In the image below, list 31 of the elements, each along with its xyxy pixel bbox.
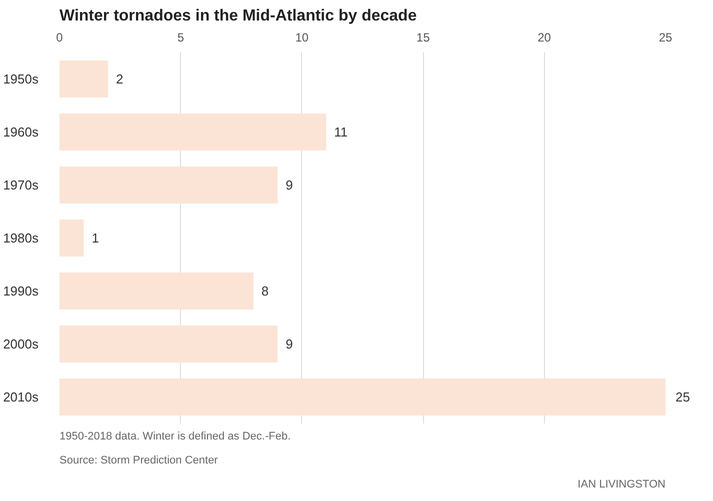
bar [60, 325, 278, 363]
x-tick-label: 15 [416, 30, 430, 44]
data-label: 1 [92, 230, 99, 246]
y-tick-label: 1960s [3, 124, 39, 140]
text: 1950-2018 data. Winter is defined as Dec.-Feb. [60, 430, 291, 442]
bar [60, 378, 666, 416]
x-tick-label: 20 [538, 30, 552, 44]
data-label: 9 [286, 178, 293, 192]
source-note: Source: Storm Prediction Center [60, 454, 218, 466]
bar [60, 166, 278, 204]
x-tick-label: 0 [56, 30, 64, 44]
data-label: 8 [261, 284, 269, 298]
bar [60, 113, 326, 151]
y-tick-label: 2000s [3, 336, 39, 352]
x-tick-label: 25 [658, 30, 672, 44]
y-tick-label: 1980s [3, 230, 39, 246]
chart-title: Winter tornadoes in the Mid-Atlantic by decade [60, 8, 417, 24]
y-tick-label: 1990s [3, 284, 39, 298]
x-tick-label: 10 [295, 30, 309, 44]
y-tick-label: 1970s [3, 178, 39, 192]
data-label: 11 [334, 124, 348, 140]
bar [60, 60, 108, 98]
text: IAN LIVINGSTON [578, 478, 666, 490]
bar [60, 272, 254, 310]
data-label: 25 [676, 390, 690, 404]
bar [60, 219, 84, 257]
data-label: 2 [116, 72, 124, 86]
data-label: 9 [286, 336, 293, 352]
x-tick-label: 5 [177, 30, 184, 44]
y-tick-label: 2010s [3, 390, 39, 404]
y-tick-label: 1950s [3, 72, 39, 86]
